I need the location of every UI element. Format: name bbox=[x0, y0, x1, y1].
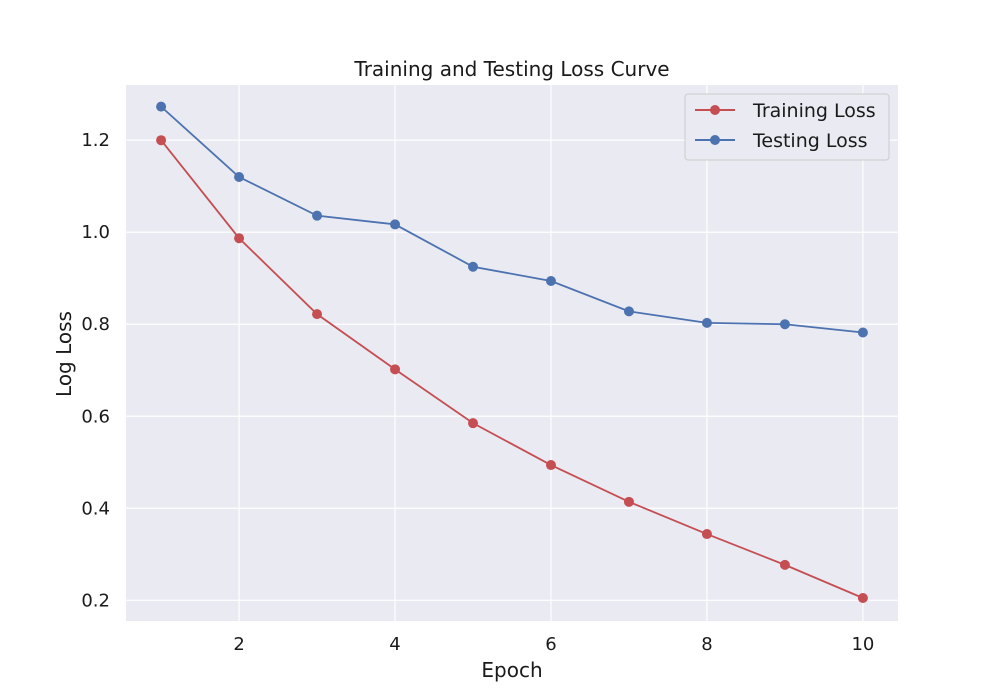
y-tick-label: 0.8 bbox=[81, 314, 110, 335]
x-tick-label: 10 bbox=[851, 634, 874, 655]
data-point-testing-loss bbox=[545, 275, 556, 286]
y-axis-label: Log Loss bbox=[52, 311, 76, 397]
data-point-testing-loss bbox=[468, 261, 479, 272]
series-line-testing-loss bbox=[160, 105, 864, 334]
data-point-testing-loss bbox=[390, 219, 401, 230]
legend: Training Loss Testing Loss bbox=[684, 93, 890, 161]
data-point-testing-loss bbox=[623, 306, 634, 317]
data-point-training-loss bbox=[857, 592, 868, 603]
data-point-training-loss bbox=[390, 364, 401, 375]
legend-marker-training bbox=[710, 105, 720, 115]
data-point-testing-loss bbox=[857, 327, 868, 338]
plot-area bbox=[126, 85, 898, 621]
data-point-training-loss bbox=[545, 460, 556, 471]
data-point-training-loss bbox=[156, 135, 167, 146]
y-tick-label: 0.6 bbox=[81, 406, 110, 427]
data-point-testing-loss bbox=[234, 172, 245, 183]
x-tick-label: 4 bbox=[389, 634, 400, 655]
x-axis-label: Epoch bbox=[481, 658, 542, 682]
grid-lines bbox=[126, 85, 898, 621]
y-tick-label: 1.0 bbox=[81, 222, 110, 243]
data-point-training-loss bbox=[701, 529, 712, 540]
legend-box bbox=[684, 93, 890, 161]
data-point-training-loss bbox=[312, 309, 323, 320]
y-tick-label: 0.2 bbox=[81, 590, 110, 611]
data-point-training-loss bbox=[623, 496, 634, 507]
y-tick-label: 0.4 bbox=[81, 498, 110, 519]
x-tick-label: 8 bbox=[701, 634, 712, 655]
x-tick-label: 2 bbox=[233, 634, 244, 655]
legend-marker-testing bbox=[710, 135, 720, 145]
data-point-training-loss bbox=[468, 418, 479, 429]
chart-title: Training and Testing Loss Curve bbox=[353, 57, 669, 81]
data-point-training-loss bbox=[234, 233, 245, 244]
series-layer bbox=[156, 101, 868, 603]
data-point-testing-loss bbox=[701, 317, 712, 328]
legend-label-training: Training Loss bbox=[752, 100, 876, 122]
legend-label-testing: Testing Loss bbox=[752, 130, 868, 152]
data-point-testing-loss bbox=[779, 319, 790, 330]
series-line-training-loss bbox=[160, 139, 864, 599]
x-tick-label: 6 bbox=[545, 634, 556, 655]
y-tick-label: 1.2 bbox=[81, 130, 110, 151]
tick-labels: 2 4 6 8 10 0.2 0.4 0.6 0.8 1.0 1.2 bbox=[81, 130, 874, 655]
data-point-testing-loss bbox=[312, 210, 323, 221]
data-point-training-loss bbox=[779, 559, 790, 570]
data-point-testing-loss bbox=[156, 101, 167, 112]
